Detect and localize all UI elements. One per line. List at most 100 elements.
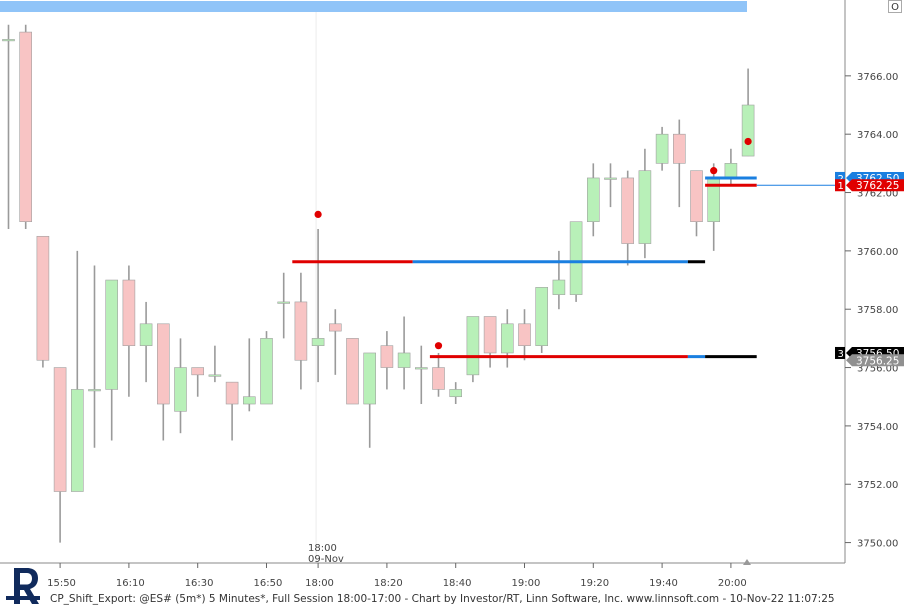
- candle[interactable]: [208, 345, 222, 383]
- candle[interactable]: [414, 345, 428, 405]
- candle-body-down: [157, 323, 170, 405]
- candle-body-up: [139, 323, 153, 346]
- time-tick-label: 19:00: [512, 578, 541, 589]
- time-tick-label: 16:30: [185, 578, 214, 589]
- session-time-label: 18:00: [308, 543, 337, 554]
- candle[interactable]: [36, 235, 50, 368]
- price-tick-label: 3754.00: [857, 422, 898, 433]
- price-tick-label: 3764.00: [857, 130, 898, 141]
- candle[interactable]: [397, 316, 411, 390]
- candle[interactable]: [277, 272, 291, 339]
- signal-dot: [314, 210, 322, 219]
- candle-body-up: [2, 39, 15, 42]
- candle[interactable]: [604, 163, 617, 208]
- candle[interactable]: [88, 265, 101, 448]
- price-marker-id-box: [835, 179, 845, 192]
- candle-body-down: [191, 367, 204, 376]
- candle[interactable]: [122, 265, 136, 397]
- price-marker-id: 1: [838, 181, 844, 192]
- candle[interactable]: [53, 367, 67, 543]
- time-tick-label: 15:50: [47, 578, 76, 589]
- price-tick-label: 3762.00: [857, 189, 898, 200]
- candle-body-down: [380, 345, 394, 368]
- candle-body-up: [260, 338, 273, 405]
- candle-body-up: [500, 323, 514, 354]
- candle[interactable]: [328, 309, 342, 375]
- candle-body-up: [586, 177, 600, 222]
- candle[interactable]: [449, 382, 463, 405]
- candle-body-up: [569, 221, 583, 295]
- candle-body-down: [432, 367, 445, 390]
- signal-dots: [314, 137, 752, 350]
- candle[interactable]: [380, 331, 394, 390]
- candle[interactable]: [174, 338, 187, 434]
- time-tick-label: 19:40: [649, 578, 678, 589]
- candle-body-down: [19, 31, 33, 222]
- price-marker-id: 3: [838, 349, 844, 360]
- candlesticks[interactable]: [2, 24, 755, 543]
- candle[interactable]: [260, 331, 273, 405]
- candle-body-up: [243, 396, 256, 405]
- candle-body-down: [294, 301, 308, 361]
- candle-body-up: [88, 389, 101, 392]
- toolbar-o-button[interactable]: O: [888, 0, 902, 13]
- scroll-end-arrow-icon[interactable]: [743, 559, 751, 565]
- candle[interactable]: [225, 381, 239, 441]
- candle-body-up: [552, 279, 566, 295]
- candle[interactable]: [363, 352, 377, 448]
- candle-body-up: [397, 352, 411, 368]
- candle-body-up: [638, 170, 652, 244]
- price-marker: 1 3762.25: [835, 179, 904, 192]
- candle[interactable]: [535, 287, 549, 353]
- price-tick-label: 3758.00: [857, 305, 898, 316]
- candle-body-up: [277, 301, 291, 304]
- candle[interactable]: [621, 170, 635, 266]
- candle-body-up: [105, 279, 118, 390]
- candle[interactable]: [483, 316, 497, 368]
- candle[interactable]: [139, 301, 153, 383]
- candle[interactable]: [157, 323, 170, 441]
- time-tick-label: 18:20: [374, 578, 403, 589]
- top-highlight-bar: [0, 1, 747, 12]
- candle-body-down: [53, 367, 67, 492]
- candle[interactable]: [2, 24, 15, 229]
- candle-body-down: [225, 381, 239, 405]
- candle[interactable]: [672, 119, 686, 208]
- candle-body-up: [449, 389, 463, 398]
- candle-body-up: [655, 133, 669, 164]
- candle-body-down: [690, 170, 703, 222]
- candle[interactable]: [346, 338, 359, 405]
- candle[interactable]: [432, 352, 445, 397]
- candle[interactable]: [71, 250, 84, 492]
- signal-dot: [434, 342, 443, 350]
- candle[interactable]: [243, 338, 256, 412]
- candle[interactable]: [586, 163, 600, 237]
- candle-body-up: [208, 374, 222, 377]
- time-tick-label: 16:50: [254, 578, 283, 589]
- candle[interactable]: [19, 24, 33, 229]
- price-axis[interactable]: 3750.00 3752.00 3754.00 3756.00 3758.00 3760.…: [845, 72, 898, 550]
- candle-body-up: [363, 352, 377, 405]
- time-axis[interactable]: 15:50 16:10 16:30 16:50 18:00 18:20 18:40 19:00…: [47, 563, 747, 589]
- candle-body-down: [672, 133, 686, 164]
- candle[interactable]: [105, 279, 118, 441]
- candle[interactable]: [690, 170, 703, 237]
- candle[interactable]: [311, 228, 325, 383]
- price-tick-label: 3766.00: [857, 72, 898, 83]
- candle[interactable]: [294, 272, 308, 390]
- candle[interactable]: [466, 316, 480, 383]
- candle[interactable]: [655, 126, 669, 171]
- candle[interactable]: [638, 148, 652, 259]
- candle-body-up: [724, 163, 738, 179]
- candle[interactable]: [191, 367, 204, 397]
- candle[interactable]: [518, 309, 531, 361]
- price-marker-id-box: [835, 171, 845, 184]
- level-lines: [292, 176, 845, 359]
- price-tick-label: 3752.00: [857, 480, 898, 491]
- price-marker-box: [846, 179, 904, 192]
- candle-body-down: [36, 235, 50, 361]
- candle-body-down: [518, 323, 531, 346]
